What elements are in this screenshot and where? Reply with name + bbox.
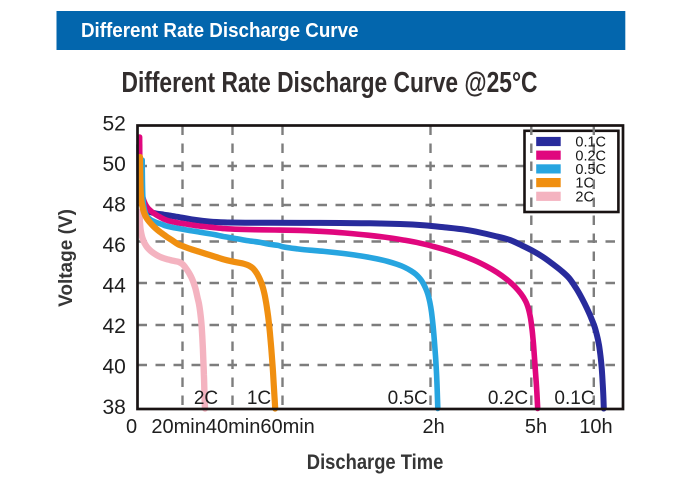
svg-text:10h: 10h <box>579 416 612 438</box>
svg-text:0.5C: 0.5C <box>388 388 428 409</box>
svg-text:20min40min60min: 20min40min60min <box>151 416 314 438</box>
svg-text:40: 40 <box>102 356 125 379</box>
svg-text:0.1C: 0.1C <box>575 135 606 151</box>
svg-text:1C: 1C <box>575 176 594 192</box>
svg-text:0.1C: 0.1C <box>554 388 594 409</box>
svg-text:44: 44 <box>102 275 126 298</box>
svg-text:5h: 5h <box>525 416 547 438</box>
svg-text:Different Rate Discharge Curve: Different Rate Discharge Curve @25°C <box>122 67 538 99</box>
svg-text:0.2C: 0.2C <box>488 388 528 409</box>
svg-text:Voltage (V): Voltage (V) <box>56 209 77 307</box>
svg-text:2C: 2C <box>575 189 594 205</box>
svg-text:42: 42 <box>102 315 125 338</box>
svg-text:46: 46 <box>102 234 125 257</box>
svg-text:52: 52 <box>102 113 125 136</box>
svg-text:Different Rate Discharge Curve: Different Rate Discharge Curve <box>81 19 359 42</box>
svg-text:2C: 2C <box>194 388 218 409</box>
svg-text:50: 50 <box>102 153 125 176</box>
svg-text:38: 38 <box>102 396 125 419</box>
svg-text:1C: 1C <box>247 388 271 409</box>
svg-text:0.5C: 0.5C <box>575 162 606 178</box>
svg-text:2h: 2h <box>422 416 444 438</box>
svg-text:Discharge Time: Discharge Time <box>307 450 444 474</box>
svg-text:0.2C: 0.2C <box>575 148 606 164</box>
svg-text:0: 0 <box>126 416 137 438</box>
svg-text:48: 48 <box>102 194 125 217</box>
